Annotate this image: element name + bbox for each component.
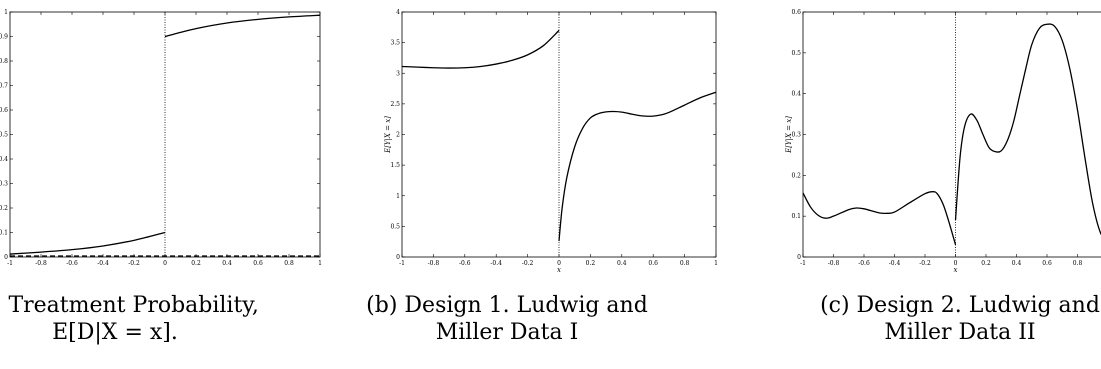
y-tick-label: 0	[797, 254, 801, 261]
series-line-left	[802, 191, 957, 245]
caption-c-line2: Miller Data II	[884, 320, 1036, 345]
x-tick-label: 0.8	[680, 260, 690, 267]
x-tick-label: 0.4	[1012, 260, 1022, 267]
y-tick-label: 0.3	[791, 132, 801, 139]
x-tick-label: -0.4	[97, 260, 109, 267]
y-tick-label: 2	[396, 132, 400, 139]
caption-a-line2: E[D|X = x].	[52, 320, 178, 345]
caption-b-line2: Miller Data I	[435, 320, 579, 345]
caption-a-line1: (a) Treatment Probability,	[0, 293, 259, 318]
x-tick-label: 0	[163, 260, 167, 267]
x-tick-label: -0.4	[889, 260, 901, 267]
panel-b: -1 -0.8 -0.6 -0.4 -0.2 0 0.2 0.4 0.6 0.8 1 0 0.5 1 1.5…	[384, 9, 718, 274]
x-tick-label: -0.2	[128, 260, 140, 267]
y-axis-label: E[Y|X = x]	[384, 116, 392, 154]
caption-b-line1: (b) Design 1. Ludwig and	[366, 293, 648, 318]
x-axis-label: x	[557, 266, 561, 274]
x-tick-label: -0.2	[522, 260, 534, 267]
x-tick-label: 0.6	[253, 260, 263, 267]
x-tick-label: 0	[954, 260, 958, 267]
y-tick-label: 1	[4, 9, 8, 16]
series-line-left	[401, 29, 560, 69]
y-tick-label: 0.3	[0, 181, 8, 188]
y-tick-label: 0.7	[0, 83, 8, 90]
y-tick-label: 0.4	[791, 91, 801, 98]
y-tick-label: 2.5	[390, 101, 400, 108]
y-tick-label: 0.1	[791, 213, 801, 220]
y-axis-label: E[Y|X = x]	[785, 116, 793, 154]
y-tick-label: 0.2	[0, 205, 8, 212]
series-line-right	[164, 14, 321, 38]
y-tick-label: 0.5	[791, 50, 801, 57]
y-tick-label: 0.2	[791, 172, 801, 179]
series-line-right	[558, 91, 717, 242]
x-tick-label: 0.6	[1042, 260, 1052, 267]
plot-frame	[802, 11, 1101, 258]
y-tick-label: 1.5	[390, 162, 400, 169]
caption-b: (b) Design 1. Ludwig and Miller Data I	[342, 292, 672, 346]
x-tick-label: -0.6	[858, 260, 870, 267]
x-tick-label: 0.2	[981, 260, 991, 267]
y-tick-label: 0.6	[791, 9, 801, 16]
panel-a: -1 -0.8 -0.6 -0.4 -0.2 0 0.2 0.4 0.6 0.8 1 0 0.1 0.2 0…	[0, 9, 322, 267]
y-tick-label: 1	[396, 193, 400, 200]
x-tick-label: -0.8	[428, 260, 440, 267]
x-tick-label: 0.2	[191, 260, 201, 267]
y-tick-label: 0.8	[0, 58, 8, 65]
y-tick-label: 0.5	[390, 223, 400, 230]
caption-a: (a) Treatment Probability, E[D|X = x].	[0, 292, 270, 346]
y-tick-label: 0	[4, 254, 8, 261]
y-tick-label: 3.5	[390, 40, 400, 47]
x-tick-label: 0.4	[617, 260, 627, 267]
y-tick-label: 0.9	[0, 34, 8, 41]
y-tick-label: 0.1	[0, 230, 8, 237]
x-tick-label: -0.6	[459, 260, 471, 267]
x-tick-label: 0.6	[648, 260, 658, 267]
x-axis-label: x	[954, 266, 958, 274]
series-line-right	[954, 23, 1101, 236]
x-tick-label: 0	[557, 260, 561, 267]
x-tick-label: -0.8	[828, 260, 840, 267]
caption-c-line1: (c) Design 2. Ludwig and	[820, 293, 1100, 318]
series-line-left	[9, 231, 166, 255]
x-tick-label: 1	[714, 260, 718, 267]
y-tick-label: 4	[396, 9, 400, 16]
x-tick-label: -0.8	[35, 260, 47, 267]
x-tick-label: 1	[318, 260, 322, 267]
y-tick-label: 0.5	[0, 132, 8, 139]
y-tick-label: 3	[396, 70, 400, 77]
x-tick-label: -0.4	[490, 260, 502, 267]
x-tick-label: 0.4	[222, 260, 232, 267]
y-tick-label: 0.4	[0, 156, 8, 163]
y-tick-label: 0	[396, 254, 400, 261]
y-tick-label: 0.6	[0, 107, 8, 114]
x-tick-label: 0.8	[284, 260, 294, 267]
x-tick-label: 0.2	[586, 260, 596, 267]
x-tick-label: -1	[399, 260, 405, 267]
panel-c: -1-0.8-0.6-0.4-0.200.20.40.60.8100.10.20…	[785, 9, 1101, 274]
x-tick-label: -1	[800, 260, 806, 267]
x-tick-label: -0.6	[66, 260, 78, 267]
caption-c: (c) Design 2. Ludwig and Miller Data II	[760, 292, 1101, 346]
x-tick-label: -1	[7, 260, 13, 267]
x-tick-label: -0.2	[919, 260, 931, 267]
x-tick-label: 0.8	[1073, 260, 1083, 267]
